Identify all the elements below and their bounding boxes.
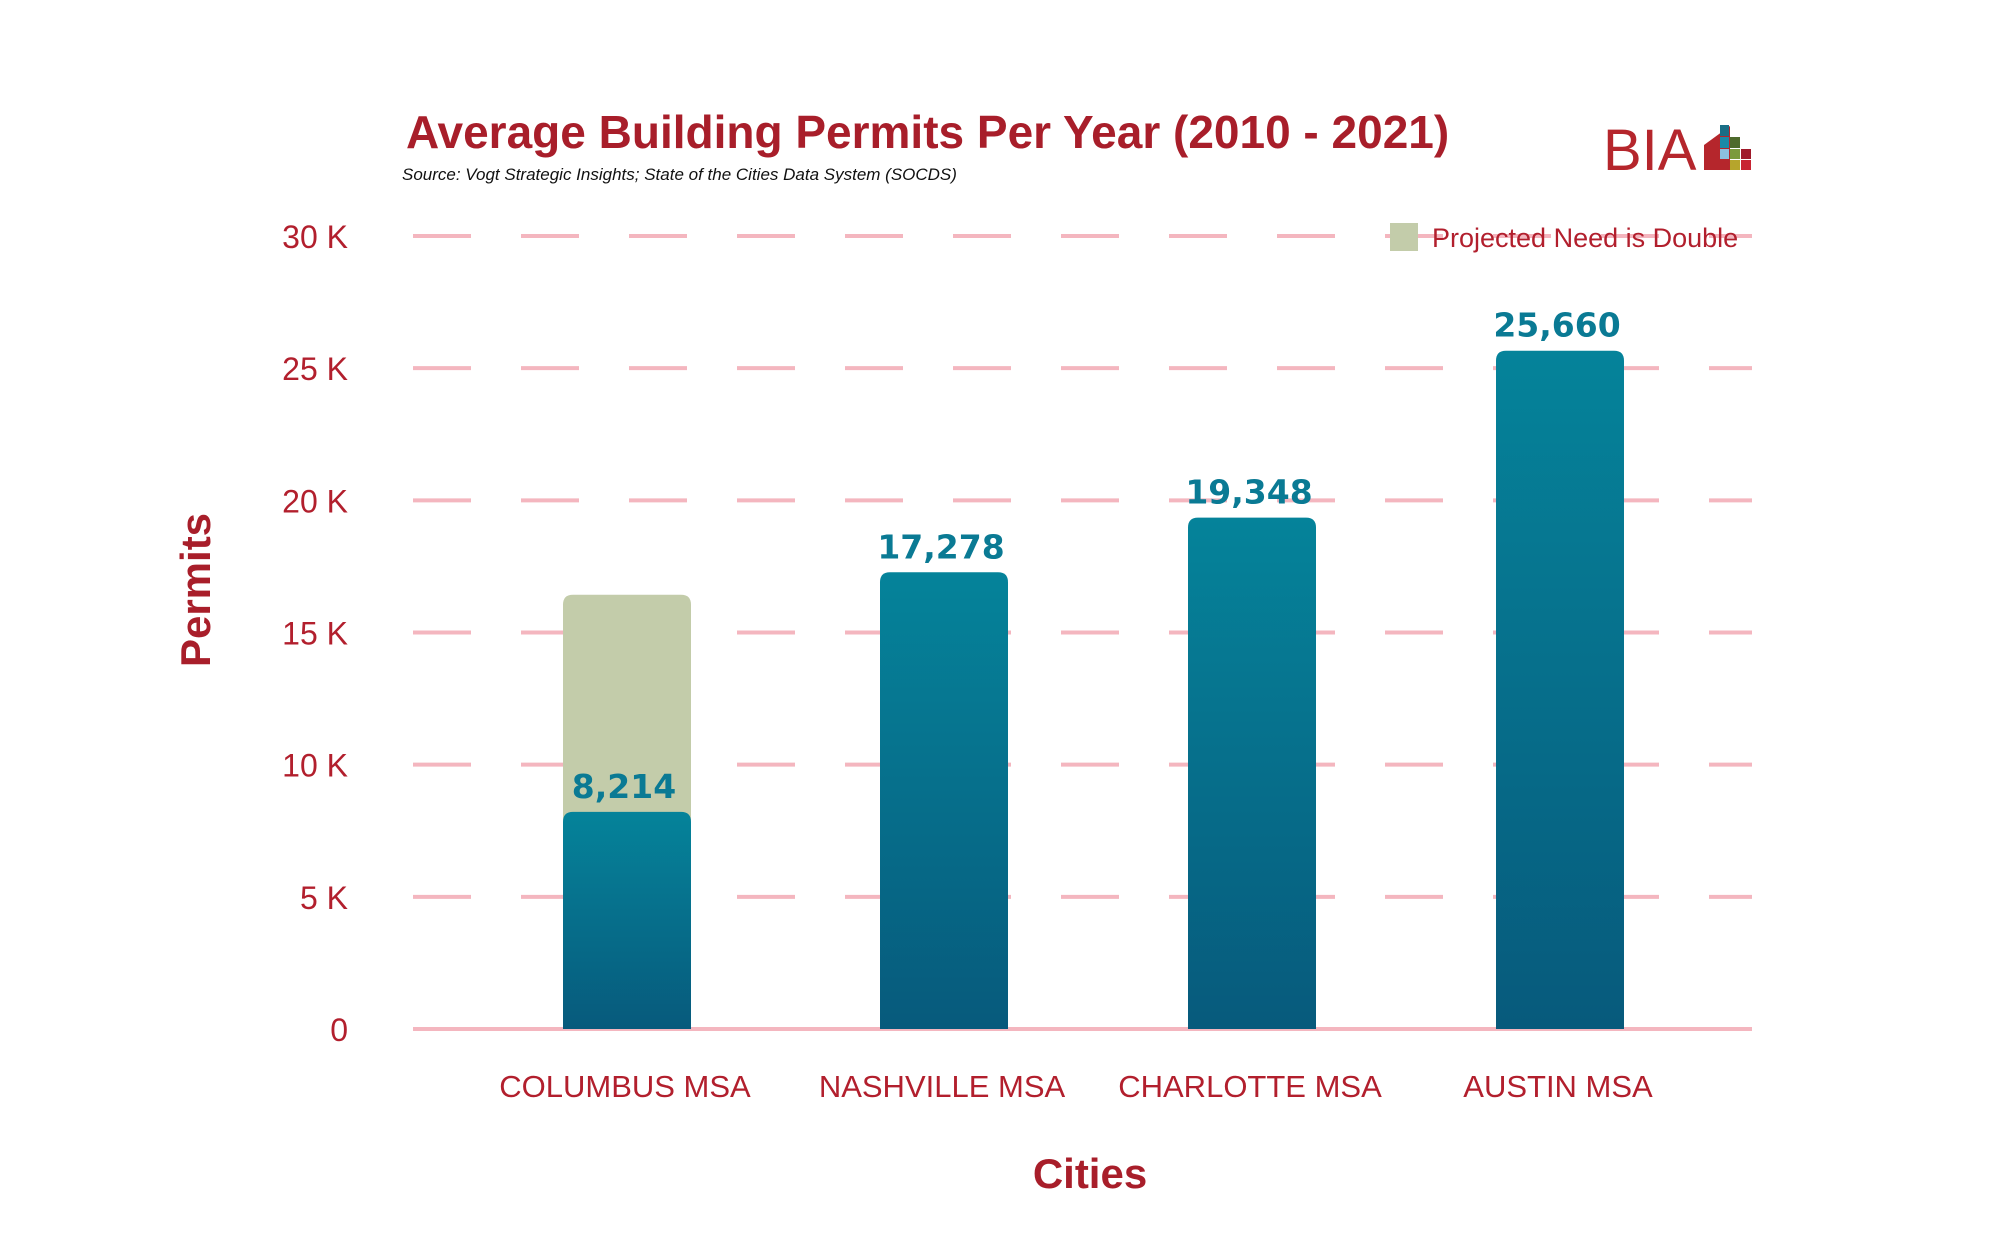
bar [1188, 517, 1316, 1029]
chart-source: Source: Vogt Strategic Insights; State o… [402, 165, 957, 184]
data-label: 8,214 [572, 767, 676, 806]
y-tick-label: 5 K [300, 880, 348, 916]
legend: Projected Need is Double [1390, 223, 1738, 253]
y-tick-label: 30 K [282, 219, 348, 255]
svg-text:BIA: BIA [1603, 118, 1697, 183]
y-tick-label: 20 K [282, 483, 348, 519]
x-axis-categories: COLUMBUS MSA NASHVILLE MSA CHARLOTTE MSA AU… [499, 1069, 1653, 1104]
y-axis-ticks: 0 5 K 10 K 15 K 20 K 25 K 30 K [282, 219, 348, 1048]
x-category-label: NASHVILLE MSA [819, 1069, 1066, 1104]
x-category-label: AUSTIN MSA [1463, 1069, 1653, 1104]
data-label: 19,348 [1185, 473, 1312, 512]
y-tick-label: 10 K [282, 748, 348, 784]
x-axis-label: Cities [1033, 1150, 1147, 1197]
bar [563, 811, 691, 1029]
data-label: 17,278 [877, 527, 1004, 566]
bar [1496, 350, 1624, 1029]
chart-title: Average Building Permits Per Year (2010 … [406, 106, 1449, 158]
x-category-label: COLUMBUS MSA [499, 1069, 751, 1104]
y-tick-label: 25 K [282, 351, 348, 387]
x-category-label: CHARLOTTE MSA [1118, 1069, 1382, 1104]
y-tick-label: 15 K [282, 616, 348, 652]
legend-swatch-projected [1390, 223, 1418, 251]
data-label: 25,660 [1493, 306, 1620, 345]
bars: 8,214 17,278 19,348 25,660 [563, 306, 1624, 1029]
y-tick-label: 0 [330, 1012, 348, 1048]
legend-label-projected: Projected Need is Double [1432, 223, 1738, 253]
bia-logo: BIA [1603, 118, 1751, 183]
y-axis-label: Permits [172, 513, 219, 667]
bar [880, 572, 1008, 1029]
